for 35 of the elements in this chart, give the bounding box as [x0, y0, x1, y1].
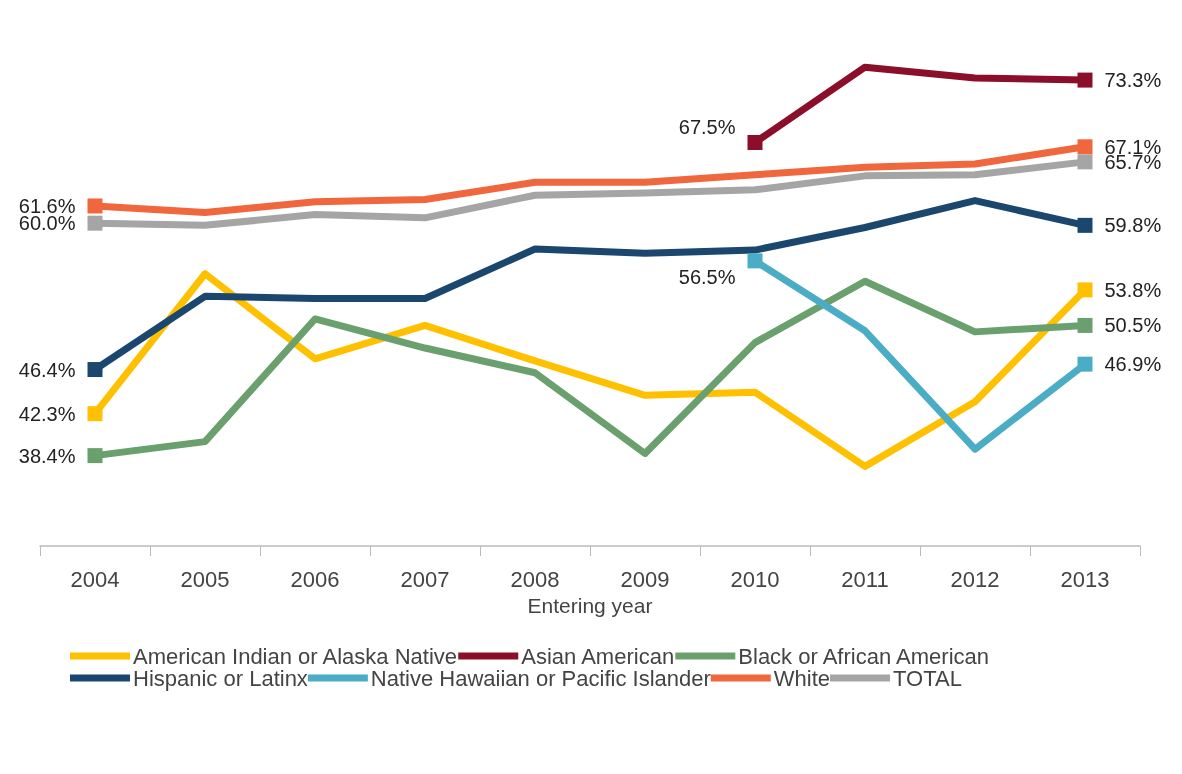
- data-label: 42.3%: [18, 402, 76, 425]
- point: [87, 362, 103, 378]
- point: [1077, 154, 1093, 170]
- point: [87, 215, 103, 231]
- data-label: 73.3%: [1104, 69, 1162, 92]
- point: [1077, 139, 1093, 155]
- x-tick-label: 2012: [950, 566, 1000, 592]
- x-tick-label: 2011: [841, 566, 889, 592]
- point: [1077, 356, 1093, 372]
- x-tick-label: 2009: [620, 566, 670, 592]
- x-tick-label: 2005: [180, 566, 230, 592]
- x-tick-label: 2004: [70, 566, 120, 592]
- x-axis-title: Entering year: [527, 593, 653, 617]
- data-label: 53.8%: [1104, 278, 1162, 301]
- point: [1077, 282, 1093, 298]
- point: [747, 135, 763, 150]
- data-label: 46.4%: [18, 358, 76, 381]
- data-label: 38.4%: [18, 444, 76, 467]
- point: [747, 253, 763, 269]
- x-tick-label: 2006: [290, 566, 340, 592]
- x-tick-label: 2010: [730, 566, 780, 592]
- point: [87, 406, 103, 422]
- x-tick-label: 2013: [1060, 566, 1110, 592]
- point: [1077, 217, 1093, 233]
- x-tick-label: 2007: [400, 566, 450, 592]
- data-label: 59.8%: [1104, 214, 1162, 237]
- point: [1077, 72, 1093, 88]
- point: [1077, 317, 1093, 333]
- data-label: 67.5%: [678, 115, 736, 138]
- x-tick-label: 2008: [510, 566, 560, 592]
- point: [87, 198, 103, 214]
- data-label: 56.5%: [678, 265, 736, 288]
- data-label: 50.5%: [1104, 314, 1162, 337]
- point: [87, 448, 103, 464]
- data-label: 46.9%: [1104, 353, 1162, 376]
